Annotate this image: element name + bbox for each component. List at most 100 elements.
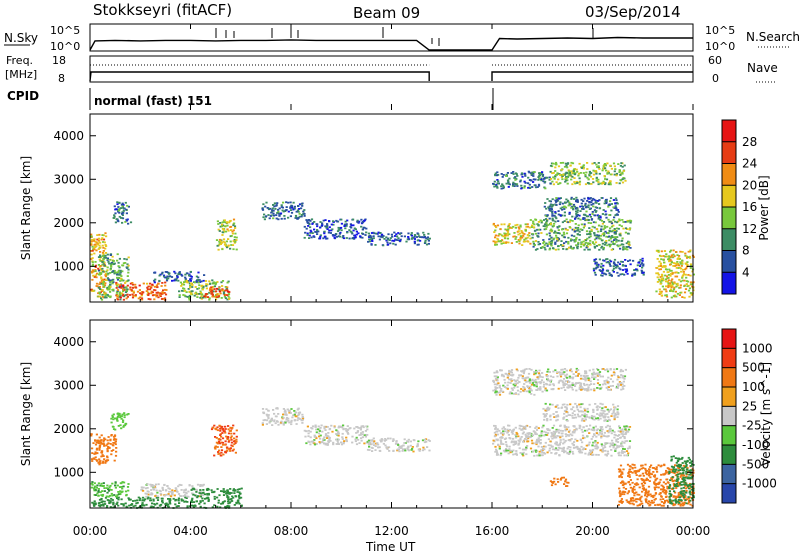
data-cell bbox=[518, 440, 521, 443]
data-cell bbox=[337, 442, 340, 444]
data-cell bbox=[682, 268, 685, 271]
data-cell bbox=[116, 259, 119, 262]
data-cell bbox=[619, 376, 622, 379]
data-cell bbox=[516, 223, 519, 226]
data-cell bbox=[579, 205, 582, 208]
data-cell bbox=[544, 202, 547, 204]
data-cell bbox=[367, 439, 371, 442]
data-cell bbox=[657, 265, 660, 268]
data-cell bbox=[524, 182, 527, 184]
data-cell bbox=[309, 436, 312, 439]
data-cell bbox=[621, 239, 624, 242]
data-cell bbox=[557, 237, 560, 239]
data-cell bbox=[230, 244, 233, 246]
data-cell bbox=[641, 260, 644, 262]
data-cell bbox=[588, 231, 592, 234]
data-cell bbox=[613, 231, 616, 234]
data-cell bbox=[584, 241, 587, 244]
data-cell bbox=[114, 443, 117, 446]
data-cell bbox=[534, 232, 537, 235]
data-cell bbox=[624, 231, 627, 234]
data-cell bbox=[596, 379, 600, 381]
data-cell bbox=[600, 435, 603, 438]
data-cell bbox=[113, 215, 116, 218]
data-cell bbox=[295, 415, 298, 418]
data-cell bbox=[512, 393, 516, 395]
data-cell bbox=[601, 181, 604, 184]
data-cell bbox=[93, 453, 96, 455]
data-cell bbox=[95, 448, 98, 451]
data-cell bbox=[520, 187, 523, 190]
data-cell bbox=[226, 505, 229, 508]
data-cell bbox=[283, 410, 286, 413]
data-cell bbox=[494, 234, 497, 237]
data-cell bbox=[205, 285, 208, 287]
data-cell bbox=[625, 450, 629, 452]
data-cell bbox=[516, 175, 519, 177]
data-cell bbox=[142, 489, 145, 492]
data-cell bbox=[126, 295, 129, 298]
data-cell bbox=[184, 289, 187, 292]
data-cell bbox=[531, 171, 534, 174]
data-cell bbox=[307, 225, 310, 227]
data-cell bbox=[101, 295, 104, 298]
data-cell bbox=[389, 237, 392, 239]
data-cell bbox=[525, 453, 528, 456]
data-cell bbox=[397, 237, 400, 240]
power-yaxis-label: Slant Range [km] bbox=[19, 156, 33, 260]
data-cell bbox=[577, 224, 580, 227]
data-cell bbox=[496, 240, 499, 243]
data-cell bbox=[400, 232, 403, 235]
data-cell bbox=[559, 162, 562, 164]
freq-left-tick-bottom: 8 bbox=[58, 72, 65, 85]
data-cell bbox=[502, 174, 505, 176]
data-cell bbox=[542, 178, 545, 180]
data-cell bbox=[510, 227, 513, 229]
data-cell bbox=[595, 176, 598, 179]
data-cell bbox=[101, 263, 104, 266]
data-cell bbox=[588, 170, 591, 173]
data-cell bbox=[621, 237, 624, 240]
data-cell bbox=[662, 265, 665, 268]
data-cell bbox=[642, 263, 645, 266]
data-cell bbox=[536, 248, 539, 250]
data-cell bbox=[667, 255, 671, 258]
data-cell bbox=[538, 454, 541, 457]
data-cell bbox=[340, 226, 343, 229]
data-cell bbox=[324, 225, 327, 228]
data-cell bbox=[235, 495, 238, 498]
data-cell bbox=[112, 501, 115, 504]
data-cell bbox=[135, 286, 138, 289]
data-cell bbox=[113, 272, 116, 275]
data-cell bbox=[323, 232, 326, 235]
data-cell bbox=[537, 224, 540, 226]
data-cell bbox=[104, 254, 107, 257]
data-cell bbox=[319, 437, 322, 440]
data-cell bbox=[325, 226, 328, 229]
data-cell bbox=[664, 274, 667, 277]
data-cell bbox=[607, 205, 610, 208]
data-cell bbox=[563, 368, 567, 370]
data-cell bbox=[423, 235, 426, 238]
data-cell bbox=[218, 230, 221, 232]
data-cell bbox=[98, 271, 101, 274]
data-cell bbox=[592, 205, 595, 208]
data-cell bbox=[588, 441, 591, 444]
data-cell bbox=[540, 449, 543, 452]
data-cell bbox=[231, 495, 234, 498]
data-cell bbox=[610, 209, 613, 212]
data-cell bbox=[611, 269, 614, 272]
data-cell bbox=[210, 428, 214, 431]
data-cell bbox=[206, 489, 209, 491]
data-cell bbox=[561, 221, 564, 224]
data-cell bbox=[566, 221, 569, 223]
data-cell bbox=[691, 285, 694, 288]
data-cell bbox=[525, 381, 528, 383]
data-cell bbox=[619, 234, 622, 237]
data-cell bbox=[628, 241, 631, 244]
data-cell bbox=[514, 443, 517, 445]
data-cell bbox=[617, 384, 620, 387]
data-cell bbox=[551, 217, 554, 220]
data-cell bbox=[562, 386, 565, 389]
data-cell bbox=[576, 245, 579, 248]
